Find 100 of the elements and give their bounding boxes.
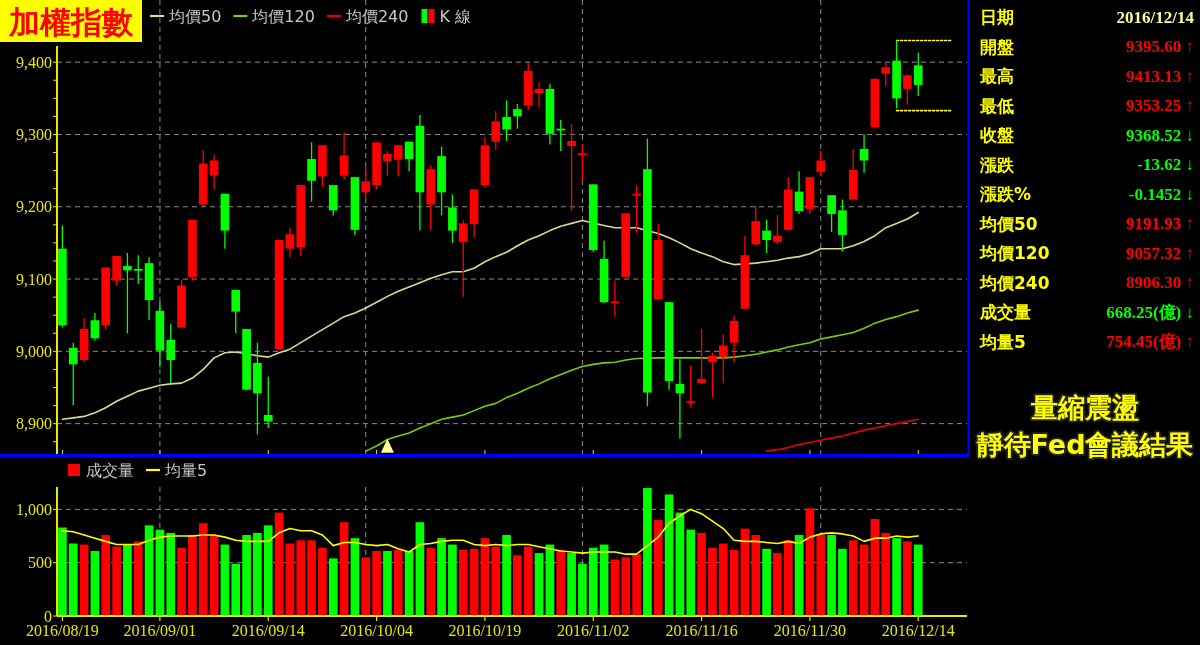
bar xyxy=(350,538,360,616)
category-label: 均量5 xyxy=(979,331,1026,352)
bar xyxy=(903,541,912,616)
text: 9368.52 ↓ xyxy=(1126,125,1194,145)
bar xyxy=(372,550,381,616)
bar xyxy=(437,538,446,616)
bar xyxy=(588,547,598,616)
bar xyxy=(491,546,501,616)
text: 靜待Fed會議結果 xyxy=(975,429,1194,460)
x-tick-label: 2016/08/19 xyxy=(25,622,99,639)
bar xyxy=(361,557,371,616)
text: 2016/12/14 xyxy=(1116,7,1194,27)
category-label: 成交量 xyxy=(979,302,1031,322)
y-tick-label: 0 xyxy=(44,607,52,625)
bar xyxy=(198,523,208,616)
category-label: 均價240 xyxy=(979,272,1050,293)
category-label: 漲跌% xyxy=(979,184,1032,204)
bar xyxy=(231,563,241,616)
bar xyxy=(469,548,479,616)
bar xyxy=(621,557,631,616)
bar xyxy=(242,534,251,616)
bar xyxy=(58,527,67,616)
bar xyxy=(859,544,869,616)
bar xyxy=(913,544,923,616)
bar xyxy=(838,548,847,616)
x-tick-label: 2016/10/19 xyxy=(448,622,522,639)
text: 9353.25 ↑ xyxy=(1126,96,1194,115)
y-tick-label: 9,400 xyxy=(16,53,52,71)
bar xyxy=(632,554,641,616)
bar xyxy=(643,488,652,616)
x-tick-label: 2016/12/14 xyxy=(881,622,955,639)
bar xyxy=(318,547,327,616)
bar xyxy=(133,541,143,616)
bar xyxy=(718,543,728,616)
bar xyxy=(448,544,457,616)
text: 754.45(億) ↑ xyxy=(1106,332,1194,351)
category-label: 開盤 xyxy=(980,36,1014,57)
bar xyxy=(220,544,230,616)
bar xyxy=(296,540,306,616)
bar xyxy=(805,508,815,616)
bar xyxy=(870,518,880,616)
bar xyxy=(123,544,132,616)
bar xyxy=(328,558,338,616)
x-tick-label: 2016/09/14 xyxy=(231,622,305,639)
legend-label: 均價120 xyxy=(251,6,315,26)
bar xyxy=(664,494,674,616)
text: -0.1452 ↓ xyxy=(1128,184,1194,204)
category-label: 最低 xyxy=(979,95,1014,116)
bar xyxy=(773,553,782,616)
bar xyxy=(827,534,836,616)
bar xyxy=(610,559,620,616)
bar xyxy=(848,540,858,616)
bar xyxy=(188,534,197,616)
bar xyxy=(513,555,522,616)
bar xyxy=(653,520,663,616)
bar xyxy=(556,549,566,616)
y-tick-label: 9,100 xyxy=(16,270,52,288)
x-tick-label: 2016/11/30 xyxy=(773,622,847,639)
bar xyxy=(567,553,576,616)
bar xyxy=(751,534,761,616)
bar xyxy=(253,532,262,616)
bar xyxy=(686,529,696,616)
chart-title: 加權指數 xyxy=(8,4,134,40)
x-tick-label: 2016/09/01 xyxy=(123,622,197,639)
bar xyxy=(708,547,717,616)
y-tick-label: 9,000 xyxy=(16,342,52,360)
bar xyxy=(285,543,295,616)
bar xyxy=(458,549,468,616)
bar xyxy=(166,532,176,616)
x-tick-label: 2016/11/02 xyxy=(557,622,630,639)
bar xyxy=(783,540,793,616)
legend-label: 均量5 xyxy=(164,460,208,480)
category-label: 均價50 xyxy=(979,213,1038,234)
bar xyxy=(383,550,392,616)
bar xyxy=(209,534,219,616)
text: -13.62 ↓ xyxy=(1137,155,1194,174)
x-tick-label: 2016/11/16 xyxy=(665,622,738,639)
bar xyxy=(480,538,490,616)
bar xyxy=(426,547,436,616)
category-label: 漲跌 xyxy=(979,154,1015,175)
text: 9057.32 ↑ xyxy=(1126,243,1194,263)
y-tick-label: 9,300 xyxy=(16,125,52,143)
bar xyxy=(339,522,349,616)
bar xyxy=(90,550,100,616)
text: 668.25(億) ↓ xyxy=(1106,302,1194,322)
bar xyxy=(79,544,89,616)
bar xyxy=(729,549,739,616)
y-tick-label: 8,900 xyxy=(16,415,52,433)
bar xyxy=(68,543,78,616)
bar xyxy=(502,534,511,616)
bar xyxy=(101,534,111,616)
bar xyxy=(263,525,273,616)
legend-label: 均價240 xyxy=(344,6,409,26)
bar xyxy=(697,532,706,616)
legend-label: 成交量 xyxy=(86,460,134,480)
bar xyxy=(144,525,154,616)
bar xyxy=(578,563,587,616)
text: 8906.30 ↑ xyxy=(1126,273,1194,292)
x-tick-label: 2016/10/04 xyxy=(340,622,414,639)
bar xyxy=(393,549,403,616)
